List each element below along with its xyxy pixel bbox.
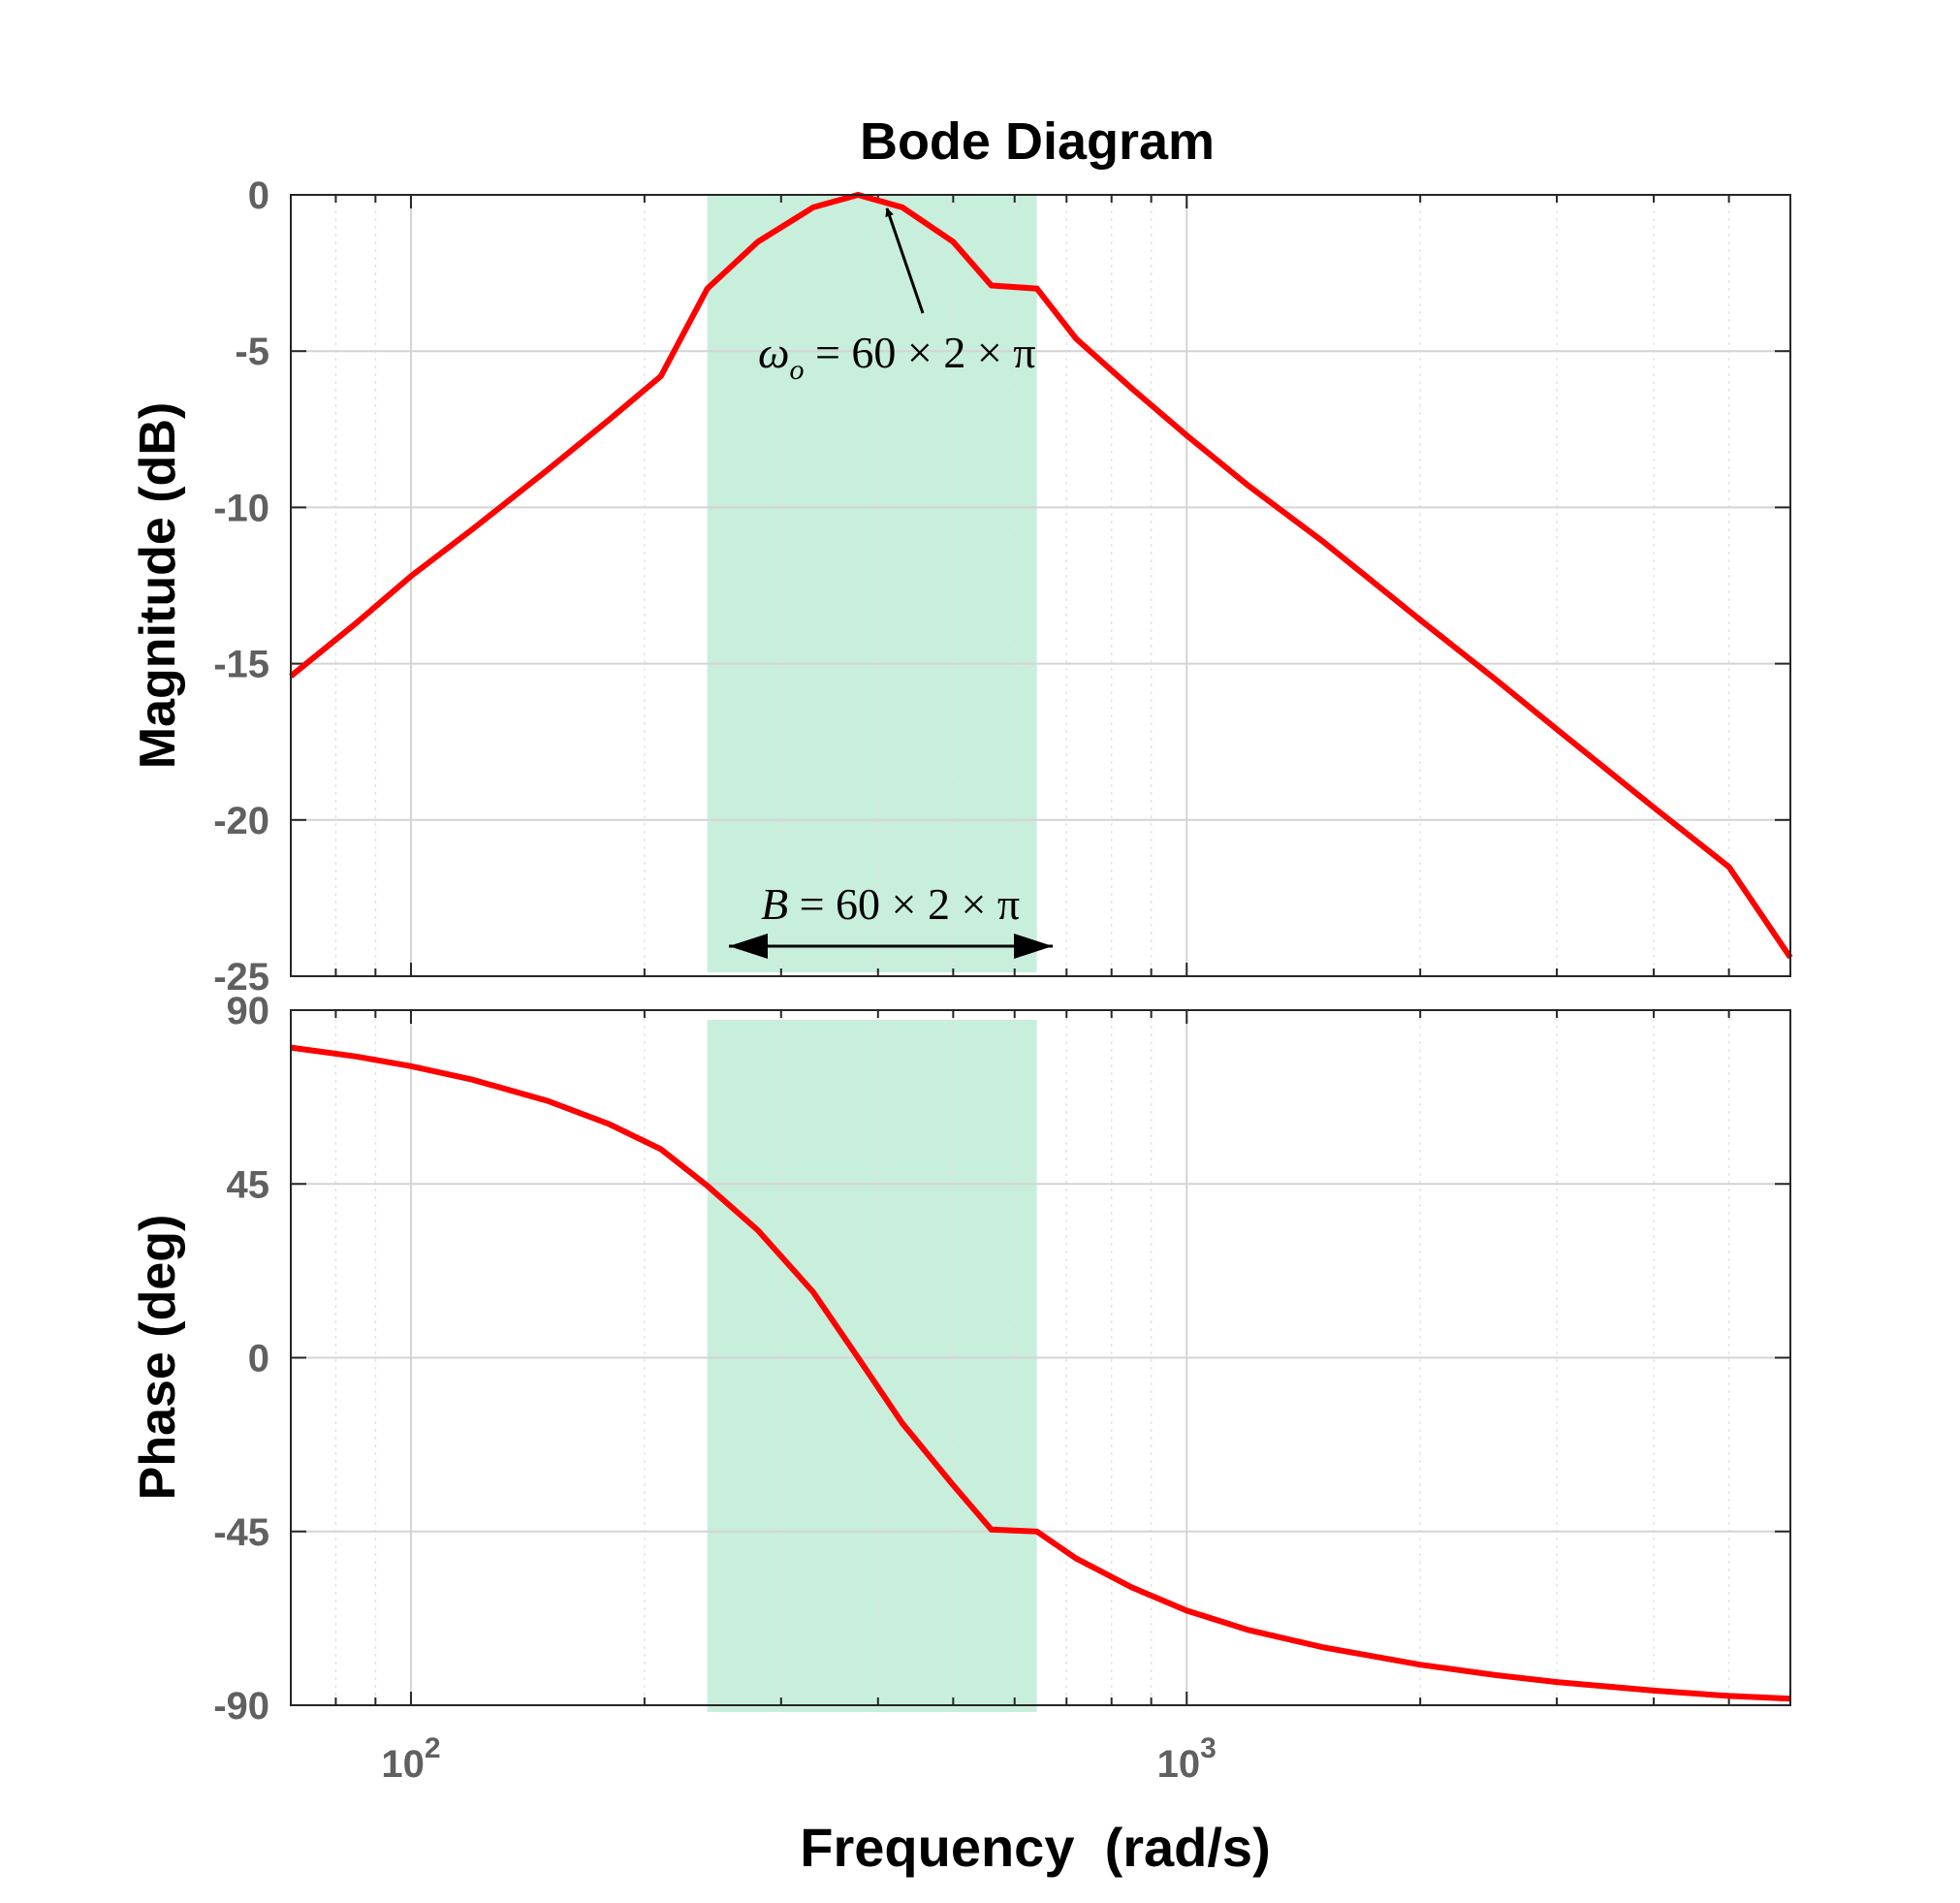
omega-pointer-arrow xyxy=(885,207,925,314)
phase-y-tick-label: 90 xyxy=(227,990,270,1032)
magnitude-plot-background xyxy=(291,195,1790,976)
omega-symbol: ω xyxy=(758,328,789,377)
x-tick-labels: 102 103 xyxy=(381,1732,1216,1786)
omega-annotation: ωo = 60 × 2 × π xyxy=(758,207,1036,386)
magnitude-y-tick-label: 0 xyxy=(248,174,269,217)
phase-y-axis-label: Phase (deg) xyxy=(130,1215,186,1501)
omega-value: = 60 × 2 × π xyxy=(804,328,1035,377)
x-tick-label: 102 xyxy=(381,1732,440,1786)
x-tick-base: 10 xyxy=(381,1743,425,1786)
magnitude-y-tick-label: -5 xyxy=(235,331,269,373)
magnitude-bandwidth-band xyxy=(707,195,1037,972)
phase-y-tick-label: 0 xyxy=(248,1338,269,1380)
chart-title: Bode Diagram xyxy=(860,112,1215,171)
phase-y-tick-label: -45 xyxy=(213,1511,269,1554)
phase-panel: 90 45 0 -45 -90 Phase (deg) xyxy=(130,990,1791,1728)
bandwidth-annotation: B = 60 × 2 × π xyxy=(729,879,1053,959)
magnitude-y-tick-label: -20 xyxy=(213,800,269,842)
magnitude-y-tick-label: -25 xyxy=(213,956,269,999)
omega-subscript: o xyxy=(789,354,804,386)
bandwidth-label: B = 60 × 2 × π xyxy=(761,879,1020,929)
magnitude-y-axis-label: Magnitude (dB) xyxy=(130,402,186,769)
bandwidth-symbol: B xyxy=(761,879,788,929)
magnitude-panel: 0 -5 -10 -15 -20 -25 Magnitude (dB) xyxy=(130,174,1793,999)
magnitude-y-tick-label: -10 xyxy=(213,487,269,529)
phase-y-tick-label: 45 xyxy=(227,1163,270,1206)
x-tick-label: 103 xyxy=(1157,1732,1217,1786)
bandwidth-value: = 60 × 2 × π xyxy=(788,879,1020,929)
x-tick-exponent: 3 xyxy=(1200,1732,1217,1764)
phase-y-tick-label: -90 xyxy=(213,1685,269,1728)
magnitude-series-line xyxy=(289,191,1793,960)
x-tick-exponent: 2 xyxy=(425,1732,441,1764)
omega-label: ωo = 60 × 2 × π xyxy=(758,328,1036,386)
phase-ticks: 90 45 0 -45 -90 xyxy=(213,990,1791,1728)
phase-series-line xyxy=(290,1044,1791,1702)
phase-axes-frame xyxy=(290,1009,1791,1706)
magnitude-axes-frame xyxy=(290,194,1791,977)
phase-bandwidth-band xyxy=(707,1020,1037,1712)
x-axis-label: Frequency (rad/s) xyxy=(800,1817,1270,1878)
x-tick-base: 10 xyxy=(1157,1743,1201,1786)
magnitude-y-tick-label: -15 xyxy=(213,644,269,686)
